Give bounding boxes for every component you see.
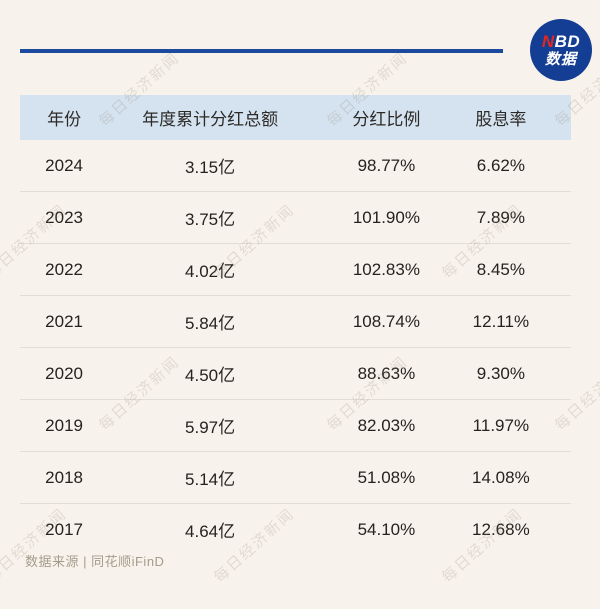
cell-payout-ratio: 98.77% [357,155,416,175]
header-divider-line [20,49,503,53]
column-header-year: 年份 [47,110,82,129]
nbd-logo-text: NBD [541,31,581,51]
cell-dividend-yield: 12.11% [472,311,530,331]
cell-payout-ratio: 54.10% [357,519,416,539]
cell-total-dividend: 5.84亿 [185,314,236,333]
cell-year: 2017 [45,519,83,539]
cell-total-dividend: 5.14亿 [185,470,236,489]
cell-dividend-yield: 14.08% [472,467,530,487]
cell-payout-ratio: 82.03% [357,415,416,435]
nbd-logo-letters-bd: BD [554,31,581,51]
table-row: 2024 3.15亿 98.77% 6.62% [20,140,571,192]
table-row: 2017 4.64亿 54.10% 12.68% [20,504,571,555]
nbd-data-logo: NBD 数据 [530,19,592,81]
cell-total-dividend: 3.75亿 [185,210,236,229]
table-row: 2019 5.97亿 82.03% 11.97% [20,400,571,452]
table-body: 2024 3.15亿 98.77% 6.62% 2023 3.75亿 101.90% 7.89… [20,140,571,555]
cell-dividend-yield: 12.68% [472,519,530,539]
cell-total-dividend: 5.97亿 [185,418,236,437]
cell-total-dividend: 4.50亿 [185,366,236,385]
table-header-row: 年份 年度累计分红总额 分红比例 股息率 [20,95,571,140]
table-row: 2022 4.02亿 102.83% 8.45% [20,244,571,296]
cell-year: 2018 [45,467,83,487]
cell-payout-ratio: 101.90% [352,207,420,227]
cell-year: 2023 [45,207,83,227]
table-row: 2018 5.14亿 51.08% 14.08% [20,452,571,504]
cell-payout-ratio: 102.83% [352,259,420,279]
cell-total-dividend: 3.15亿 [185,158,236,177]
nbd-logo-subtitle: 数据 [544,50,577,68]
data-source-note: 数据来源 | 同花顺iFinD [25,554,165,569]
cell-dividend-yield: 7.89% [476,207,525,227]
column-header-payout-ratio: 分红比例 [352,110,421,129]
table-row: 2023 3.75亿 101.90% 7.89% [20,192,571,244]
cell-total-dividend: 4.64亿 [185,522,236,541]
cell-year: 2020 [45,363,83,383]
cell-dividend-yield: 9.30% [476,363,525,383]
cell-year: 2021 [45,311,83,331]
cell-dividend-yield: 6.62% [476,155,525,175]
column-header-total-dividend: 年度累计分红总额 [142,110,279,129]
table-row: 2021 5.84亿 108.74% 12.11% [20,296,571,348]
dividend-table: 年份 年度累计分红总额 分红比例 股息率 2024 3.15亿 98.77% 6.62… [20,95,571,555]
cell-year: 2022 [45,259,83,279]
cell-payout-ratio: 108.74% [352,311,420,331]
table-row: 2020 4.50亿 88.63% 9.30% [20,348,571,400]
cell-year: 2019 [45,415,83,435]
cell-payout-ratio: 51.08% [357,467,416,487]
column-header-dividend-yield: 股息率 [475,110,527,129]
cell-payout-ratio: 88.63% [357,363,416,383]
cell-year: 2024 [45,155,83,175]
nbd-logo-letter-n: N [541,31,555,51]
cell-total-dividend: 4.02亿 [185,262,236,281]
cell-dividend-yield: 8.45% [476,259,525,279]
cell-dividend-yield: 11.97% [472,415,530,435]
